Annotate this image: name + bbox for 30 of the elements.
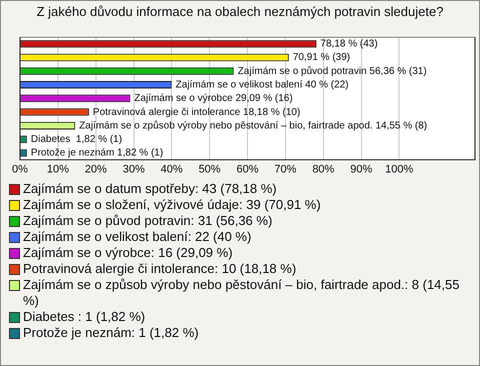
data-label: Zajímám se o velikost balení 40 % (22) bbox=[176, 80, 349, 91]
legend-label: Zajímám se o způsob výroby nebo pěstování – bio, fairtrade apod.: 8 (14,55 %) bbox=[23, 277, 460, 309]
data-label: Zajímám se o výrobce 29,09 % (16) bbox=[134, 93, 293, 104]
x-tick-label: 60% bbox=[236, 163, 259, 176]
legend-label: Protože je neznám: 1 (1,82 %) bbox=[23, 325, 199, 341]
x-tick-label: 90% bbox=[350, 163, 372, 176]
data-label: Zajímám se o původ potravin 56,36 % (31) bbox=[238, 64, 427, 77]
legend-label: Zajímám se o výrobce: 16 (29,09 %) bbox=[23, 245, 233, 261]
x-tick-label: 50% bbox=[198, 163, 221, 176]
data-label: Zajímám se o způsob výroby nebo pěstování – bio, fairtrade apod. 14,55 % (8) bbox=[79, 119, 428, 132]
legend-label: Zajímám se o původ potravin: 31 (56,36 %) bbox=[23, 213, 272, 229]
legend-label: Potravinová alergie či intolerance: 10 (18,18 %) bbox=[23, 261, 296, 277]
legend-label: Zajímám se o složení, výživové údaje: 39 (70,91 %) bbox=[23, 197, 321, 213]
data-label: 70,91 % (39) bbox=[292, 52, 350, 64]
data-label: Potravinová alergie či intolerance 18,18 % (10) bbox=[92, 106, 300, 118]
x-tick-label: 0% bbox=[12, 163, 28, 176]
x-tick-label: 20% bbox=[84, 163, 108, 176]
legend-label: Diabetes : 1 (1,82 %) bbox=[23, 309, 146, 325]
data-label: 78,18 % (43) bbox=[320, 38, 378, 50]
x-tick-label: 40% bbox=[160, 163, 183, 176]
x-tick-label: 70% bbox=[274, 163, 297, 176]
data-label: Protože je neznám 1,82 % (1) bbox=[30, 148, 164, 159]
chart-title: Z jakého důvodu informace na obalech neznámých potravin sledujete? bbox=[36, 4, 444, 20]
x-tick-label: 100% bbox=[385, 163, 414, 176]
x-tick-label: 10% bbox=[46, 163, 70, 176]
x-tick-label: 80% bbox=[312, 163, 335, 176]
x-tick-label: 30% bbox=[122, 163, 145, 176]
legend-label: Zajímám se o datum spotřeby: 43 (78,18 %) bbox=[23, 181, 277, 197]
legend-label: Zajímám se o velikost balení: 22 (40 %) bbox=[23, 229, 252, 245]
data-label: Diabetes 1,82 % (1) bbox=[30, 134, 122, 146]
